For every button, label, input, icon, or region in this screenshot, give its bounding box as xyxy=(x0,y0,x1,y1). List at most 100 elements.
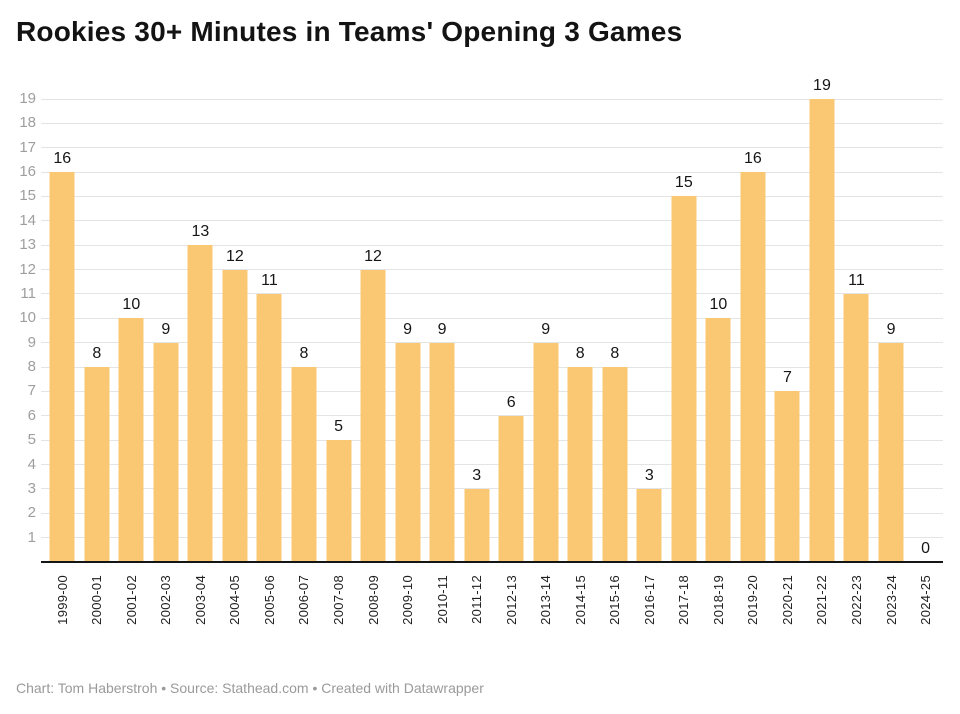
x-tick-slot: 2019-20 xyxy=(736,575,771,645)
x-tick-slot: 2016-17 xyxy=(632,575,667,645)
bar-slot: 5 xyxy=(321,99,356,562)
gridline xyxy=(41,147,943,149)
x-tick-slot: 2017-18 xyxy=(667,575,702,645)
x-tick-slot: 2002-03 xyxy=(149,575,184,645)
bar-slot: 7 xyxy=(770,99,805,562)
x-tick-slot: 2012-13 xyxy=(494,575,529,645)
y-tick-label: 11 xyxy=(20,284,36,302)
value-label: 12 xyxy=(364,247,382,265)
gridline xyxy=(41,415,943,417)
bar-slot: 3 xyxy=(459,99,494,562)
x-tick-slot: 2014-15 xyxy=(563,575,598,645)
bar-2008-09 xyxy=(360,269,386,562)
value-label: 10 xyxy=(122,296,141,314)
bar-2004-05 xyxy=(222,269,248,562)
x-tick-label: 2007-08 xyxy=(331,575,347,625)
x-tick-label: 2021-22 xyxy=(814,575,830,625)
x-tick-slot: 2007-08 xyxy=(321,575,356,645)
x-tick-slot: 2006-07 xyxy=(287,575,322,645)
x-tick-slot: 2021-22 xyxy=(805,575,840,645)
bar-slot: 13 xyxy=(183,99,218,562)
x-tick-slot: 2003-04 xyxy=(183,575,218,645)
bar-2014-15 xyxy=(567,367,593,562)
x-tick-slot: 2009-10 xyxy=(390,575,425,645)
x-tick-label: 2006-07 xyxy=(296,575,312,625)
value-label: 15 xyxy=(674,174,693,192)
value-label: 9 xyxy=(886,320,896,338)
value-label: 7 xyxy=(782,369,792,387)
x-tick-slot: 2011-12 xyxy=(459,575,494,645)
plot-area: 16 8 10 9 13 12 11 8 5 12 9 9 3 6 9 8 8 3 15 10 16 7 19 11 9 0 xyxy=(41,78,943,563)
bar-slot: 9 xyxy=(425,99,460,562)
x-tick-slot: 2015-16 xyxy=(598,575,633,645)
bar-2000-01 xyxy=(84,367,110,562)
x-tick-slot: 2008-09 xyxy=(356,575,391,645)
x-tick-slot: 2018-19 xyxy=(701,575,736,645)
value-label: 3 xyxy=(472,466,482,484)
value-label: 8 xyxy=(299,345,309,363)
x-tick-slot: 2022-23 xyxy=(839,575,874,645)
value-label: 13 xyxy=(191,223,210,241)
x-tick-slot: 2005-06 xyxy=(252,575,287,645)
x-tick-label: 2014-15 xyxy=(572,575,588,625)
x-tick-label: 2012-13 xyxy=(503,575,519,625)
value-label: 11 xyxy=(261,271,278,289)
x-axis-labels: 1999-00 2000-01 2001-02 2002-03 2003-04 2004-… xyxy=(45,575,943,645)
y-tick-label: 13 xyxy=(19,236,36,254)
bar-slot: 12 xyxy=(356,99,391,562)
value-label: 9 xyxy=(541,320,551,338)
value-label: 9 xyxy=(161,320,171,338)
y-tick-label: 19 xyxy=(19,90,36,107)
x-tick-label: 2004-05 xyxy=(227,575,243,625)
bar-slot: 0 xyxy=(908,99,943,562)
value-label: 19 xyxy=(813,77,831,94)
bar-slot: 8 xyxy=(80,99,115,562)
bar-2017-18 xyxy=(671,196,697,562)
x-tick-label: 2024-25 xyxy=(918,575,934,625)
x-tick-slot: 2023-24 xyxy=(874,575,909,645)
x-tick-slot: 1999-00 xyxy=(45,575,80,645)
bar-2022-23 xyxy=(843,293,869,562)
x-tick-label: 2010-11 xyxy=(434,575,450,624)
y-tick-label: 16 xyxy=(19,163,36,181)
value-label: 6 xyxy=(506,393,516,411)
bar-2002-03 xyxy=(153,342,179,562)
x-tick-label: 1999-00 xyxy=(54,575,70,625)
value-label: 9 xyxy=(437,320,447,338)
bar-2007-08 xyxy=(326,440,352,562)
x-tick-label: 2009-10 xyxy=(400,575,416,625)
y-tick-label: 18 xyxy=(19,114,36,132)
y-tick-label: 3 xyxy=(27,479,36,497)
y-tick-label: 1 xyxy=(27,528,36,546)
bar-2023-24 xyxy=(878,342,904,562)
bar-slot: 9 xyxy=(390,99,425,562)
bar-2021-22 xyxy=(809,99,835,562)
y-tick-label: 10 xyxy=(19,309,36,327)
bar-2006-07 xyxy=(291,367,317,562)
x-tick-label: 2017-18 xyxy=(676,575,692,625)
bar-2016-17 xyxy=(636,488,662,562)
x-tick-slot: 2004-05 xyxy=(218,575,253,645)
value-label: 16 xyxy=(743,150,762,168)
bar-2013-14 xyxy=(533,342,559,562)
value-label: 12 xyxy=(226,247,244,265)
value-label: 10 xyxy=(709,296,728,314)
bar-slot: 9 xyxy=(874,99,909,562)
bar-2005-06 xyxy=(256,293,282,562)
gridline xyxy=(41,390,943,392)
bar-2009-10 xyxy=(395,342,421,562)
x-tick-slot: 2020-21 xyxy=(770,575,805,645)
bar-slot: 10 xyxy=(114,99,149,562)
x-tick-label: 2000-01 xyxy=(89,575,105,625)
x-tick-label: 2002-03 xyxy=(158,575,174,625)
bar-2015-16 xyxy=(602,367,628,562)
bar-slot: 19 xyxy=(805,78,840,562)
gridline xyxy=(41,512,943,514)
y-tick-label: 5 xyxy=(27,431,36,449)
gridline xyxy=(41,220,943,222)
gridline xyxy=(41,98,943,100)
gridline xyxy=(41,122,943,124)
bar-2020-21 xyxy=(774,391,800,562)
value-label: 9 xyxy=(403,320,413,338)
